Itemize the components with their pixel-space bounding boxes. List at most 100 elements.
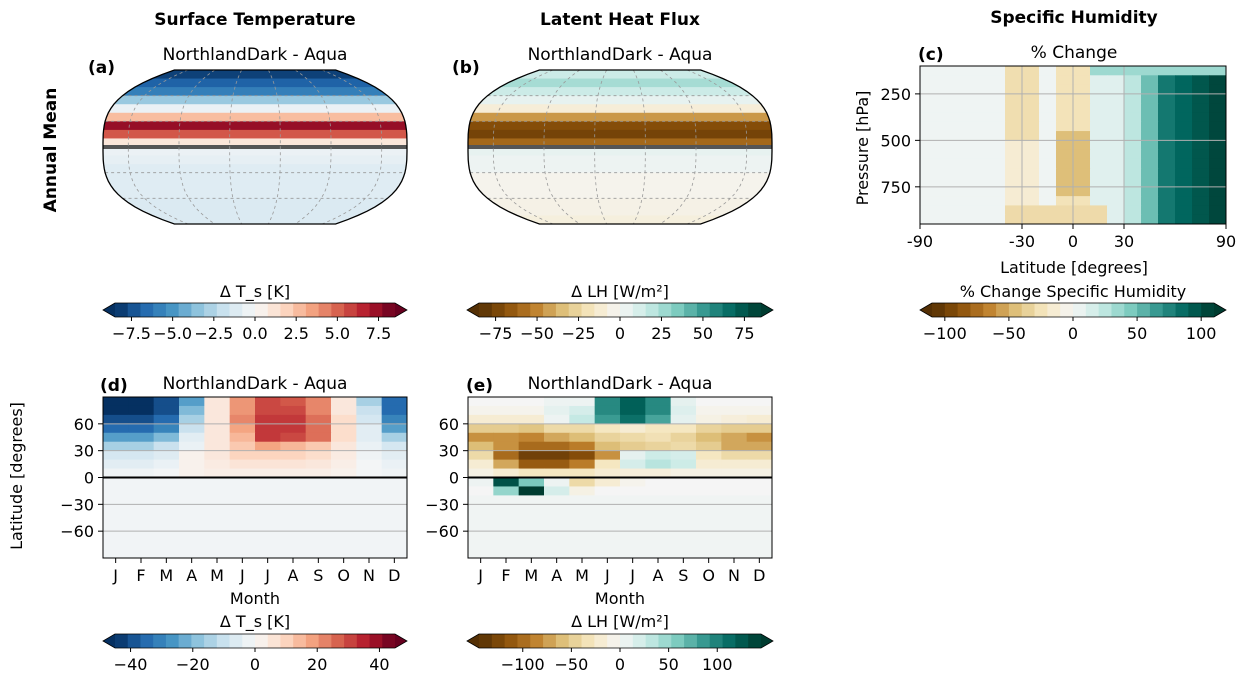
heatmap-cell	[569, 486, 596, 496]
heatmap-cell	[255, 423, 281, 434]
colorbar-segment	[479, 634, 493, 648]
colorbar-extend-low	[103, 303, 115, 317]
colorbar-segment	[382, 634, 396, 648]
colorbar-segment	[1149, 303, 1164, 317]
heatmap-cell	[1192, 168, 1210, 179]
x-tick-label: -30	[1009, 232, 1035, 251]
colorbar-tick-label: −50	[554, 655, 588, 674]
heatmap-cell	[305, 468, 332, 478]
colorbar-tick-label: 50	[658, 655, 678, 674]
heatmap-cell	[381, 414, 408, 425]
colorbar-segment	[735, 303, 749, 317]
heatmap-cell	[988, 205, 1006, 216]
colorbar-segment	[280, 303, 294, 317]
heatmap-cell	[920, 177, 938, 188]
heatmap-cell	[620, 468, 646, 478]
heatmap-cell	[721, 468, 748, 478]
map-band	[103, 206, 407, 217]
heatmap-cell	[937, 168, 955, 179]
heatmap-cell	[721, 405, 748, 416]
heatmap-cell	[620, 441, 646, 452]
colorbar-segment	[1137, 303, 1151, 317]
month-tick-label: M	[210, 566, 224, 585]
heatmap-cell	[1124, 93, 1142, 104]
colorbar-segment	[1201, 303, 1215, 317]
heatmap-cell	[620, 414, 646, 425]
heatmap-cell	[954, 131, 972, 141]
heatmap-cell	[153, 441, 180, 452]
panel-tag-e: (e)	[466, 376, 493, 396]
heatmap-cell	[1090, 112, 1108, 123]
colorbar-segment	[658, 303, 672, 317]
heatmap-cell	[988, 131, 1006, 141]
heatmap-cell	[954, 205, 972, 216]
heatmap-cell	[1209, 131, 1227, 141]
heatmap-cell	[920, 140, 938, 151]
heatmap-cell	[1141, 66, 1159, 76]
heatmap-cell	[255, 397, 281, 407]
heatmap-cell	[1141, 149, 1159, 160]
heatmap-cell	[988, 112, 1006, 123]
heatmap-cell	[468, 397, 494, 407]
heatmap-cell	[594, 450, 621, 461]
colorbar-segment	[568, 634, 582, 648]
heatmap-cell	[721, 414, 748, 425]
colorbar-segment	[491, 303, 506, 317]
heatmap-cell	[645, 468, 672, 478]
map-band	[468, 206, 772, 217]
heatmap-cell	[518, 441, 545, 452]
heatmap-cell	[179, 441, 205, 452]
heatmap-cell	[670, 459, 697, 470]
colorbar-segment	[996, 303, 1010, 317]
heatmap-cell	[1175, 66, 1193, 76]
colorbar-segment	[280, 634, 294, 648]
x-axis-label-d: Month	[230, 589, 280, 608]
heatmap-cell	[1192, 121, 1210, 132]
colorbar-segment	[115, 634, 129, 648]
heatmap-cell	[1073, 121, 1091, 132]
heatmap-cell	[1124, 112, 1142, 123]
heatmap-cell	[645, 397, 672, 407]
y-tick-label: 60	[439, 415, 459, 434]
colorbar-segment	[607, 303, 621, 317]
colorbar-segment	[127, 303, 141, 317]
heatmap-cell	[493, 432, 520, 443]
heatmap-cell	[1124, 121, 1142, 132]
map-band	[468, 198, 772, 208]
heatmap-cell	[280, 459, 307, 470]
heatmap-cell	[937, 112, 955, 123]
heatmap-cell	[280, 468, 307, 478]
heatmap-cell	[1107, 84, 1125, 95]
heatmap-cell	[645, 423, 672, 434]
heatmap-cell	[1056, 168, 1074, 179]
heatmap-cell	[1209, 186, 1227, 197]
heatmap-cell	[1175, 121, 1193, 132]
colorbar-segment	[722, 634, 736, 648]
colorbar-extend-high	[1214, 303, 1226, 317]
panel-b: (b) NorthlandDark - Aqua	[452, 45, 773, 225]
heatmap-cell	[746, 441, 773, 452]
heatmap-cell	[305, 397, 332, 407]
heatmap-cell	[1158, 214, 1176, 225]
heatmap-cell	[103, 432, 129, 443]
heatmap-cell	[620, 450, 646, 461]
heatmap-cell	[1192, 140, 1210, 151]
heatmap-cell	[954, 93, 972, 104]
colorbar-segment	[684, 303, 698, 317]
colorbar-tick-label: −100	[501, 655, 545, 674]
heatmap-cell	[1056, 84, 1074, 95]
heatmap-cell	[544, 468, 570, 478]
heatmap-cell	[1005, 121, 1023, 132]
heatmap-cell	[1073, 93, 1091, 104]
month-tick-label: F	[136, 566, 145, 585]
colorbar-segment	[165, 634, 180, 648]
colorbar-tick-label: 40	[369, 655, 389, 674]
x-axis-label-c: Latitude [degrees]	[1000, 258, 1148, 277]
map-band	[468, 112, 772, 122]
heatmap-cell	[594, 423, 621, 434]
month-tick-label: J	[604, 566, 610, 585]
heatmap-cell	[1175, 75, 1193, 86]
colorbar-tick-label: 0	[250, 655, 260, 674]
heatmap-cell	[128, 397, 155, 407]
colorbar-label: Δ T_s [K]	[220, 612, 290, 632]
